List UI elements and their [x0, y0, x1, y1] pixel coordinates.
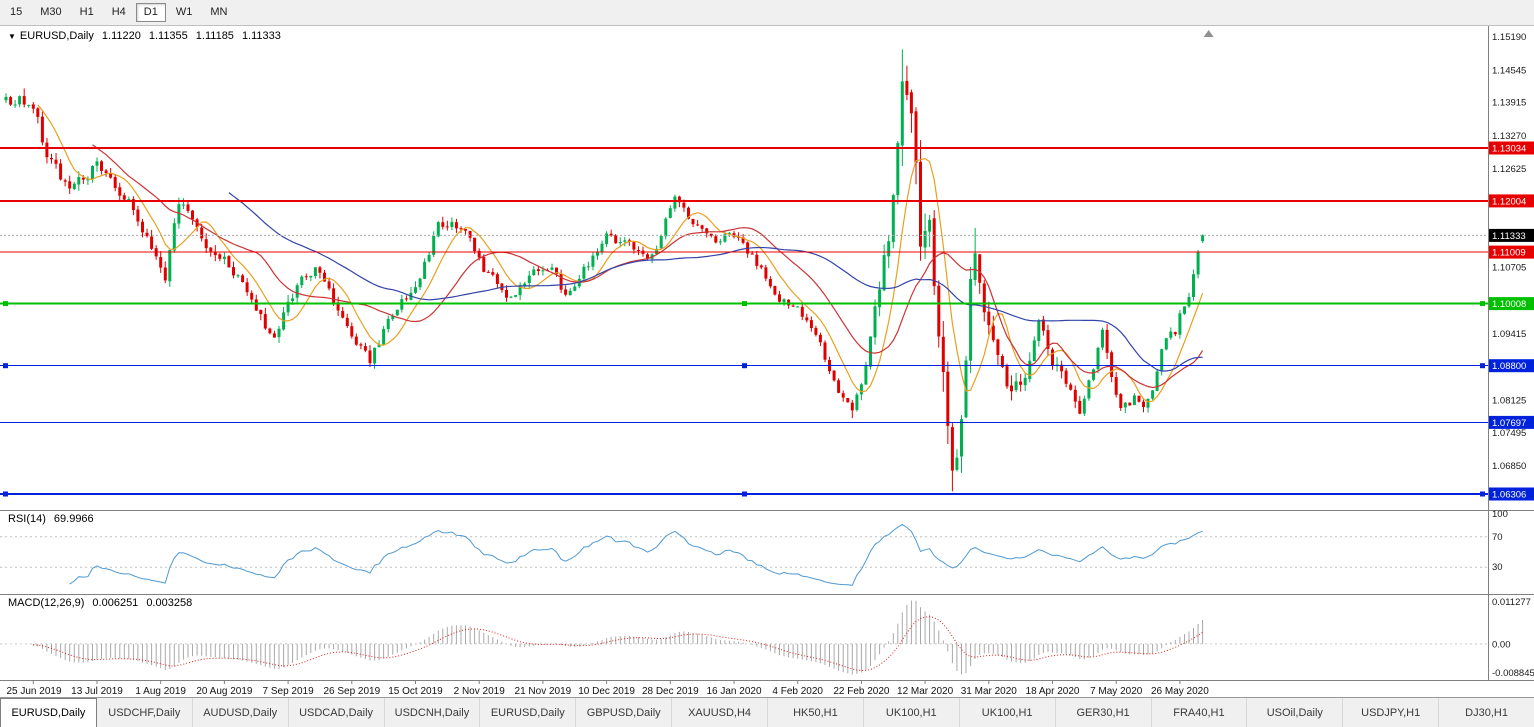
timeframe-button-MN[interactable]: MN [210, 6, 228, 18]
date-axis-label: 10 Dec 2019 [578, 686, 635, 697]
date-axis-label: 16 Jan 2020 [706, 686, 761, 697]
date-axis-label: 26 May 2020 [1151, 686, 1209, 697]
date-axis-label: 22 Feb 2020 [833, 686, 890, 697]
price-axis-label: 1.07495 [1492, 428, 1526, 439]
timeframe-button-M30[interactable]: M30 [40, 6, 62, 18]
macd-axis-label: 0.011277 [1492, 597, 1531, 608]
price-badges: 1.13034 1.12004 1.11009 1.10008 1.08800 1.076… [1489, 141, 1534, 501]
date-axis-label: 28 Dec 2019 [642, 686, 699, 697]
date-axis-label: 7 Sep 2019 [263, 686, 315, 697]
line-handle[interactable] [742, 491, 747, 497]
price-badge-label: 1.07697 [1492, 418, 1526, 429]
timeframe-button-D1[interactable]: D1 [135, 3, 166, 22]
price-axis-label: 1.14545 [1492, 65, 1526, 76]
date-axis-label: 21 Nov 2019 [515, 686, 572, 697]
timeframe-toolbar: 15 M30 H1 H4 D1 W1 MN [0, 0, 1534, 26]
chart-tab-USDCHF-Daily[interactable]: USDCHF,Daily [97, 698, 193, 727]
line-handle[interactable] [1480, 363, 1485, 369]
date-axis-label: 15 Oct 2019 [388, 686, 443, 697]
price-axis-label: 1.13915 [1492, 98, 1526, 109]
date-axis-label: 12 Mar 2020 [897, 686, 954, 697]
rsi-axis-label: 100 [1492, 509, 1508, 520]
candles-layer [4, 49, 1205, 492]
price-axis-label: 1.15190 [1492, 32, 1526, 43]
chart-tab-FRA40-H1[interactable]: FRA40,H1 [1152, 698, 1248, 727]
chart-window: 1.151901.145451.139151.132701.126251.119… [0, 26, 1534, 697]
price-axis-label: 1.12625 [1492, 164, 1526, 175]
price-badge-label: 1.11333 [1492, 231, 1526, 242]
price-axis-label: 1.06850 [1492, 461, 1526, 472]
timeframe-button-15[interactable]: 15 [10, 6, 23, 18]
timeframe-button-W1[interactable]: W1 [175, 6, 193, 18]
date-axis-label: 26 Sep 2019 [323, 686, 380, 697]
price-axis-label: 1.13270 [1492, 131, 1526, 142]
chart-shift-marker-icon[interactable] [1203, 30, 1214, 37]
macd-histogram [32, 600, 1204, 675]
date-axis-label: 20 Aug 2019 [196, 686, 253, 697]
price-axis-label: 1.08125 [1492, 395, 1526, 406]
moving-average-lines [37, 104, 1204, 403]
timeframe-button-H4[interactable]: H4 [111, 6, 126, 18]
price-axis-label: 1.09415 [1492, 329, 1526, 340]
chart-tab-GER30-H1[interactable]: GER30,H1 [1056, 698, 1152, 727]
price-badge-label: 1.10008 [1492, 299, 1526, 310]
chart-tab-USOil-Daily[interactable]: USOil,Daily [1247, 698, 1344, 727]
line-handle[interactable] [742, 363, 747, 369]
chart-tab-EURUSD-Daily[interactable]: EURUSD,Daily [0, 698, 97, 727]
macd-axis-label: -0.008845 [1492, 668, 1534, 679]
chart-tab-UK100-H1[interactable]: UK100,H1 [960, 698, 1056, 727]
chart-tab-USDJPY-H1[interactable]: USDJPY,H1 [1343, 698, 1440, 727]
rsi-axis-label: 70 [1492, 532, 1503, 543]
date-axis[interactable]: 25 Jun 2019 13 Jul 2019 1 Aug 2019 20 Aug 2… [6, 680, 1209, 697]
date-axis-label: 13 Jul 2019 [71, 686, 123, 697]
price-badge-label: 1.12004 [1492, 196, 1526, 207]
price-axis-label: 1.10705 [1492, 263, 1526, 274]
chart-tab-EURUSD-Daily[interactable]: EURUSD,Daily [480, 698, 577, 727]
chart-tab-UK100-H1[interactable]: UK100,H1 [864, 698, 960, 727]
chart-tabs-bar: EURUSD,Daily USDCHF,Daily AUDUSD,Daily USDC… [0, 697, 1534, 727]
rsi-axis-label: 30 [1492, 562, 1503, 573]
line-handle[interactable] [1480, 491, 1485, 497]
line-handle[interactable] [3, 301, 8, 307]
chart-tab-USDCAD-Daily[interactable]: USDCAD,Daily [289, 698, 385, 727]
line-handle[interactable] [3, 491, 8, 497]
chart-tab-HK50-H1[interactable]: HK50,H1 [768, 698, 864, 727]
date-axis-label: 7 May 2020 [1090, 686, 1143, 697]
level-lines-layer [0, 147, 1488, 497]
date-axis-label: 18 Apr 2020 [1026, 686, 1080, 697]
price-badge-label: 1.13034 [1492, 144, 1526, 155]
chart-tab-GBPUSD-Daily[interactable]: GBPUSD,Daily [576, 698, 673, 727]
price-badge-label: 1.11009 [1492, 248, 1526, 259]
date-axis-label: 1 Aug 2019 [135, 686, 186, 697]
chart-tab-XAUUSD-H4[interactable]: XAUUSD,H4 [672, 698, 768, 727]
chart-tab-AUDUSD-Daily[interactable]: AUDUSD,Daily [193, 698, 289, 727]
candlestick-chart[interactable]: 1.151901.145451.139151.132701.126251.119… [0, 26, 1534, 697]
date-axis-label: 25 Jun 2019 [6, 686, 61, 697]
line-handle[interactable] [742, 301, 747, 307]
chart-tab-DJ30-H1[interactable]: DJ30,H1 [1465, 706, 1508, 719]
macd-signal-line [33, 616, 1203, 672]
date-axis-label: 2 Nov 2019 [454, 686, 506, 697]
date-axis-label: 31 Mar 2020 [961, 686, 1018, 697]
line-handle[interactable] [3, 363, 8, 369]
date-axis-label: 4 Feb 2020 [772, 686, 823, 697]
rsi-line [69, 523, 1203, 586]
timeframe-button-H1[interactable]: H1 [79, 6, 94, 18]
price-badge-label: 1.08800 [1492, 361, 1526, 372]
chart-tab-USDCNH-Daily[interactable]: USDCNH,Daily [385, 698, 481, 727]
price-badge-label: 1.06306 [1492, 490, 1526, 501]
line-handle[interactable] [1480, 301, 1485, 307]
macd-axis-label: 0.00 [1492, 639, 1511, 650]
